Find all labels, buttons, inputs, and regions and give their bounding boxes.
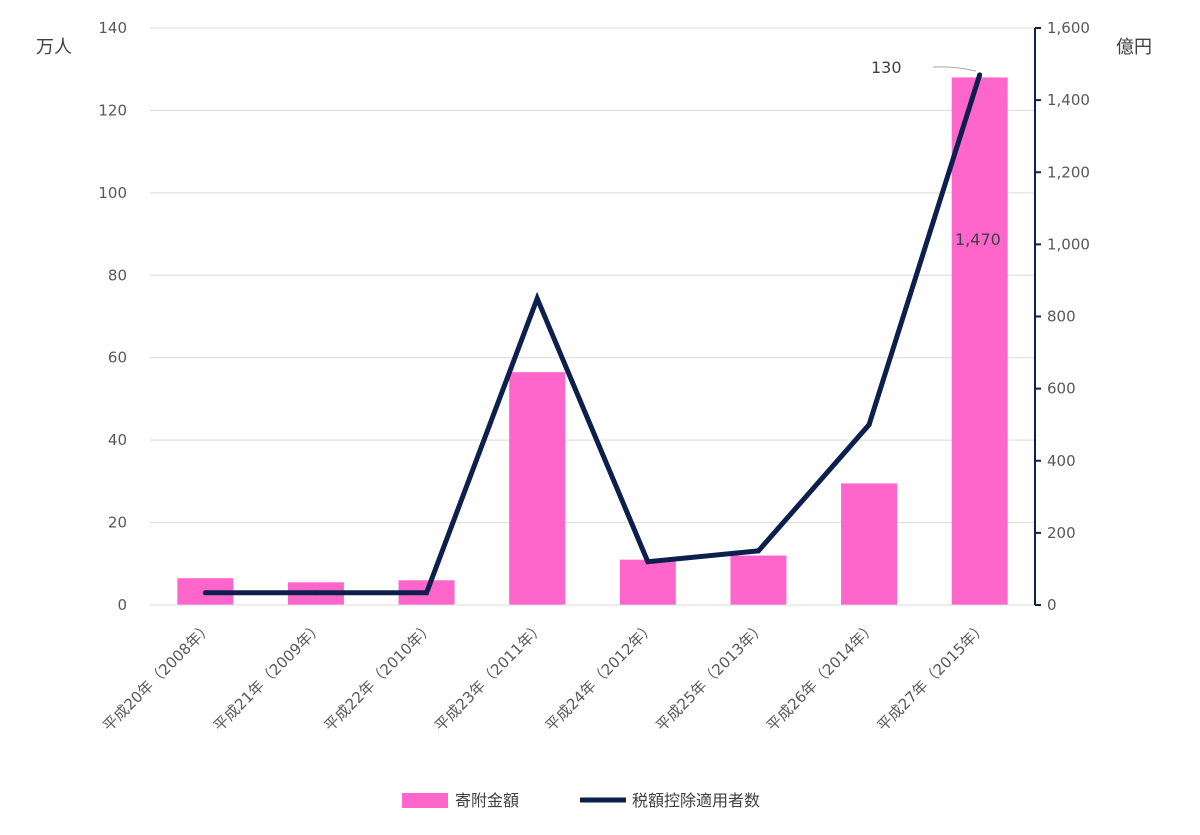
category-label: 平成25年（2013年） bbox=[652, 618, 769, 735]
left-axis-ticks: 0 20 40 60 80 100 120 140 bbox=[98, 19, 127, 614]
right-tick-label: 1,000 bbox=[1047, 235, 1090, 253]
annotation-line-2015: 1,470 bbox=[955, 230, 1001, 249]
right-tick-label: 1,600 bbox=[1047, 19, 1090, 37]
right-axis-unit: 億円 bbox=[1116, 37, 1152, 58]
category-labels: 平成20年（2008年）平成21年（2009年）平成22年（2010年）平成23… bbox=[99, 618, 990, 735]
left-tick-label: 100 bbox=[98, 184, 127, 202]
line-point bbox=[534, 295, 540, 301]
category-label: 平成22年（2010年） bbox=[321, 618, 438, 735]
right-tick-label: 0 bbox=[1047, 596, 1057, 614]
bar bbox=[509, 372, 566, 605]
line-point bbox=[866, 422, 872, 428]
bar-series bbox=[177, 77, 1008, 605]
right-tick-label: 800 bbox=[1047, 308, 1076, 326]
left-tick-label: 140 bbox=[98, 19, 127, 37]
right-tick-label: 1,200 bbox=[1047, 163, 1090, 181]
bar bbox=[730, 555, 787, 605]
right-tick-label: 400 bbox=[1047, 452, 1076, 470]
gridlines bbox=[150, 27, 1035, 524]
axes bbox=[150, 27, 1041, 606]
line-series bbox=[202, 72, 983, 596]
category-label: 平成21年（2009年） bbox=[210, 618, 327, 735]
line-point bbox=[202, 590, 208, 596]
line-point bbox=[313, 590, 319, 596]
right-tick-label: 1,400 bbox=[1047, 91, 1090, 109]
annotation-leader-line bbox=[932, 66, 977, 72]
left-tick-label: 60 bbox=[108, 349, 127, 367]
line-point bbox=[645, 559, 651, 565]
annotations: 130 1,470 bbox=[871, 58, 1001, 249]
category-label: 平成27年（2015年） bbox=[874, 618, 991, 735]
annotation-bar-2015: 130 bbox=[871, 58, 902, 77]
bar bbox=[951, 77, 1008, 605]
bar bbox=[841, 483, 898, 605]
left-tick-label: 0 bbox=[117, 596, 127, 614]
left-tick-label: 40 bbox=[108, 431, 127, 449]
left-tick-label: 20 bbox=[108, 514, 127, 532]
category-label: 平成20年（2008年） bbox=[99, 618, 216, 735]
legend-swatch-donation bbox=[402, 793, 448, 808]
legend-label-donation: 寄附金額 bbox=[455, 791, 519, 810]
left-axis-unit: 万人 bbox=[36, 37, 72, 58]
line-point bbox=[424, 590, 430, 596]
line-point bbox=[977, 72, 983, 78]
right-tick-label: 200 bbox=[1047, 524, 1076, 542]
category-label: 平成24年（2012年） bbox=[542, 618, 659, 735]
left-tick-label: 80 bbox=[108, 266, 127, 284]
right-axis-ticks: 0 200 400 600 800 1,000 1,200 1,400 1,600 bbox=[1047, 19, 1090, 614]
legend: 寄附金額 税額控除適用者数 bbox=[402, 791, 760, 810]
legend-label-taxpayers: 税額控除適用者数 bbox=[632, 791, 760, 810]
line-point bbox=[755, 548, 761, 554]
category-label: 平成23年（2011年） bbox=[431, 618, 548, 735]
category-label: 平成26年（2014年） bbox=[763, 618, 880, 735]
right-tick-label: 600 bbox=[1047, 380, 1076, 398]
bar bbox=[619, 559, 676, 605]
left-tick-label: 120 bbox=[98, 101, 127, 119]
series-line bbox=[205, 74, 983, 596]
